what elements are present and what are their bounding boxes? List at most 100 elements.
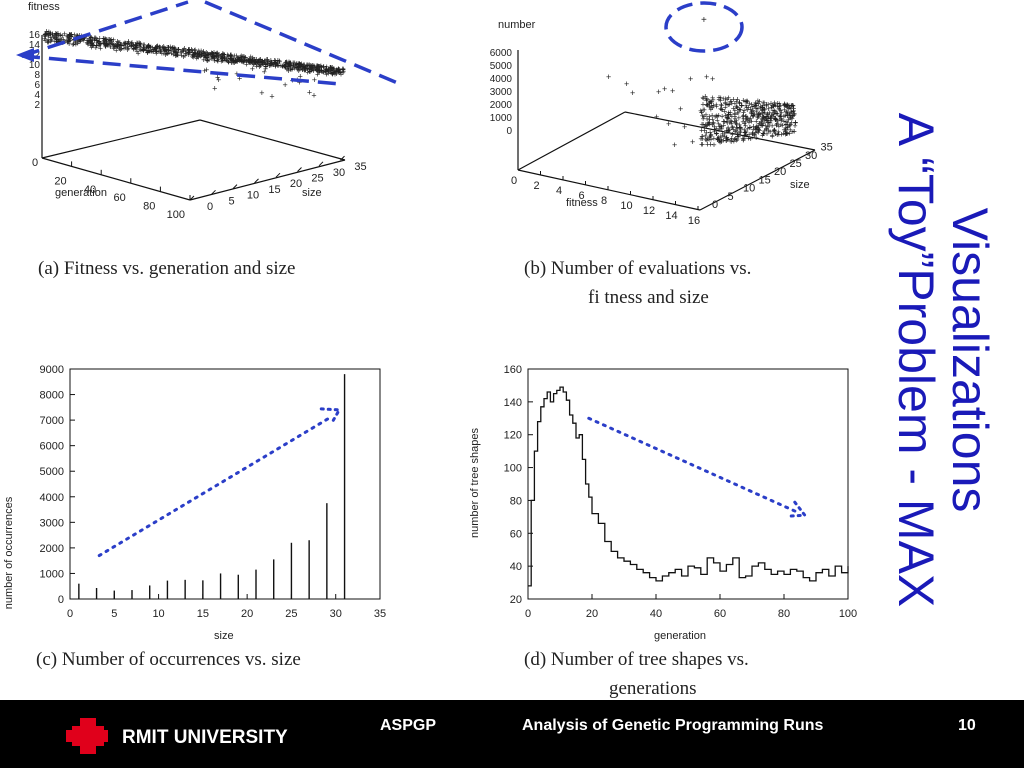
- chart-b-point: +: [772, 100, 777, 110]
- chart-b-point: +: [755, 124, 760, 134]
- chart-b-point: +: [678, 104, 683, 114]
- chart-a-point: +: [58, 36, 63, 46]
- chart-a-point: +: [298, 62, 303, 72]
- chart-a-point: +: [257, 59, 262, 69]
- chart-a-point: +: [301, 63, 306, 73]
- chart-b-point: +: [699, 125, 704, 135]
- chart-b-point: +: [711, 133, 716, 143]
- chart-a-point: +: [78, 35, 83, 45]
- chart-b-point: +: [737, 97, 742, 107]
- chart-a-point: +: [254, 57, 259, 67]
- chart-a-point: +: [241, 55, 246, 65]
- chart-b-point: +: [752, 101, 757, 111]
- chart-a-point: +: [208, 49, 213, 59]
- chart-b-point: +: [654, 112, 659, 122]
- chart-c-y-tick: 5000: [40, 466, 64, 478]
- chart-a-point: +: [98, 43, 103, 53]
- chart-a-point: +: [205, 49, 210, 59]
- chart-a-point: +: [239, 57, 244, 67]
- chart-b-point: +: [793, 118, 798, 128]
- chart-a-point: +: [166, 42, 171, 52]
- chart-a-point: +: [271, 60, 276, 70]
- chart-b-y-tick: 15: [759, 174, 771, 186]
- chart-a-point: +: [257, 60, 262, 70]
- chart-a-point: +: [87, 36, 92, 46]
- chart-a-point: +: [68, 36, 73, 46]
- chart-b-point: +: [773, 115, 778, 125]
- chart-a-point: +: [161, 44, 166, 54]
- chart-a-point: +: [340, 65, 345, 75]
- chart-b-y-tick: 25: [790, 158, 802, 170]
- chart-b-point: +: [711, 118, 716, 128]
- chart-b-point: +: [720, 131, 725, 141]
- chart-a-point: +: [215, 52, 220, 62]
- chart-a-point: +: [62, 37, 67, 47]
- chart-a-point: +: [203, 51, 208, 61]
- chart-a-point: +: [141, 42, 146, 52]
- chart-b-point: +: [708, 97, 713, 107]
- chart-a-point: +: [49, 36, 54, 46]
- chart-a-point: +: [234, 57, 239, 67]
- chart-a-point: +: [291, 58, 296, 68]
- chart-b-point: +: [737, 98, 742, 108]
- chart-b-point: +: [752, 110, 757, 120]
- chart-a-point: +: [312, 75, 317, 85]
- chart-b-point: +: [703, 135, 708, 145]
- chart-a-point: +: [222, 50, 227, 60]
- chart-a-point: +: [123, 40, 128, 50]
- chart-b-x-ticks: 0 2 4 6 8 10 12 14 16: [511, 166, 700, 227]
- chart-a-point: +: [209, 48, 214, 58]
- chart-a-point: +: [205, 50, 210, 60]
- chart-b-point: +: [748, 113, 753, 123]
- chart-b-point: +: [760, 103, 765, 113]
- chart-a-point: +: [200, 49, 205, 59]
- chart-a-point: +: [309, 61, 314, 71]
- chart-a-point: +: [283, 59, 288, 69]
- chart-a-point: +: [131, 40, 136, 50]
- chart-a-point: +: [155, 41, 160, 51]
- chart-a-z-tick: 14: [29, 40, 41, 51]
- chart-a-point: +: [141, 45, 146, 55]
- chart-a-point: +: [181, 46, 186, 56]
- chart-a-point: +: [97, 40, 102, 50]
- chart-a-point: +: [324, 62, 329, 72]
- chart-a-point: +: [235, 53, 240, 63]
- chart-b-zlabel: number: [498, 19, 536, 31]
- chart-a-point: +: [201, 47, 206, 57]
- chart-a-point: +: [337, 64, 342, 74]
- chart-a-point: +: [67, 30, 72, 40]
- chart-a-point: +: [306, 65, 311, 75]
- chart-b-point: +: [743, 127, 748, 137]
- chart-a-point: +: [330, 68, 335, 78]
- chart-a-point: +: [134, 47, 139, 57]
- chart-d-y-tick: 40: [510, 561, 522, 573]
- chart-a-point: +: [205, 53, 210, 63]
- chart-a-point: +: [187, 45, 192, 55]
- chart-a-point: +: [54, 30, 59, 40]
- chart-b-point: +: [781, 100, 786, 110]
- chart-b-y-tick: 20: [774, 166, 786, 178]
- chart-a-point: +: [147, 41, 152, 51]
- chart-a-point: +: [287, 60, 292, 70]
- chart-a-point: +: [317, 66, 322, 76]
- chart-a-point: +: [193, 48, 198, 58]
- chart-b-point: +: [750, 111, 755, 121]
- chart-b-point: +: [787, 109, 792, 119]
- chart-b-point: +: [718, 93, 723, 103]
- chart-b-point: +: [738, 105, 743, 115]
- chart-a-point: +: [209, 54, 214, 64]
- chart-a-point: +: [64, 31, 69, 41]
- chart-b-point: +: [771, 101, 776, 111]
- chart-b-point: +: [741, 105, 746, 115]
- chart-b-point: +: [700, 140, 705, 150]
- chart-a-point: +: [68, 30, 73, 40]
- chart-b-point: +: [707, 98, 712, 108]
- chart-a-point: +: [189, 45, 194, 55]
- chart-a-point: +: [93, 43, 98, 53]
- chart-a-point: +: [88, 36, 93, 46]
- chart-a-point: +: [93, 33, 98, 43]
- chart-a-y-tick: 30: [333, 167, 345, 179]
- chart-b-point: +: [711, 140, 716, 150]
- chart-a-point: +: [166, 46, 171, 56]
- chart-b-point: +: [722, 117, 727, 127]
